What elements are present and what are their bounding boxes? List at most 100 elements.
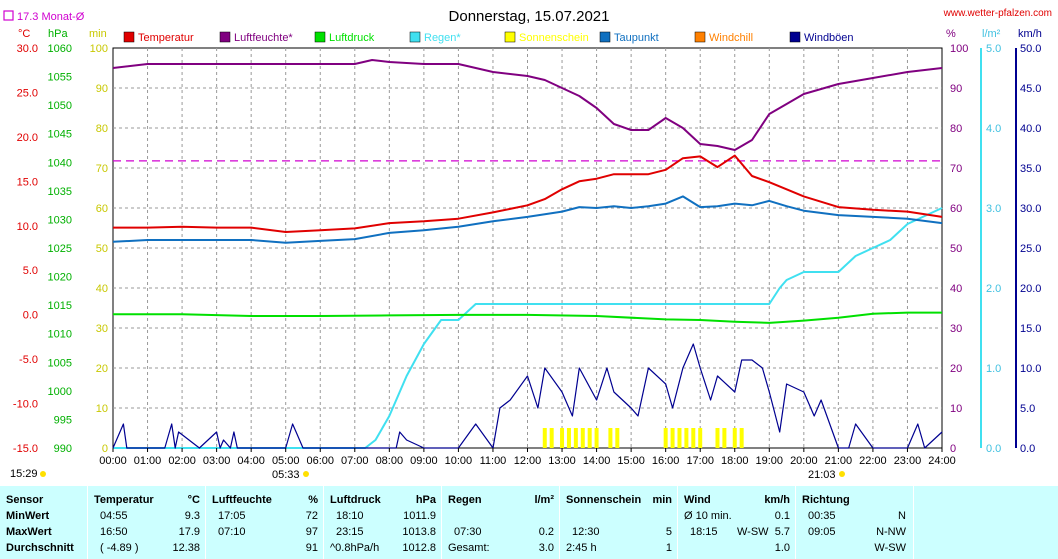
legend-label-taupunkt: Taupunkt xyxy=(614,32,659,44)
unit-celsius: °C xyxy=(18,28,30,40)
tick-label-hpa: 1030 xyxy=(48,214,72,226)
tick-label-celsius: 20.0 xyxy=(17,132,38,144)
stats-row-max: MaxWert xyxy=(6,526,52,538)
tick-label-hpa: 1000 xyxy=(48,386,72,398)
tick-label-time: 13:00 xyxy=(548,455,576,467)
wind-avg-value: 1.0 xyxy=(774,542,790,554)
tick-label-min: 30 xyxy=(96,323,108,335)
press-min-value: 1011.9 xyxy=(403,510,436,522)
hum-max-value: 97 xyxy=(305,526,318,538)
tick-label-time: 01:00 xyxy=(134,455,162,467)
dir-max-time: 09:05 xyxy=(808,526,836,538)
tick-label-time: 11:00 xyxy=(480,455,507,467)
tick-label-percent: 100 xyxy=(950,43,968,55)
tick-label-percent: 80 xyxy=(950,123,962,135)
stats-header-rain: Regen xyxy=(448,494,482,506)
tick-label-rain: 3.0 xyxy=(986,203,1001,215)
tick-label-time: 23:00 xyxy=(894,455,922,467)
tick-label-min: 40 xyxy=(96,283,108,295)
tick-label-time: 16:00 xyxy=(652,455,680,467)
legend-swatch-luftdruck xyxy=(314,31,326,43)
tick-label-time: 10:00 xyxy=(445,455,473,467)
stats-header-sun: Sonnenschein xyxy=(566,494,642,506)
series-line-temperatur xyxy=(113,154,943,233)
sunshine-bar xyxy=(587,428,592,448)
sunshine-bar xyxy=(615,428,620,448)
legend-swatch-sonnenschein xyxy=(504,31,516,43)
sunrise-time: 05:33 xyxy=(272,469,300,481)
tick-label-celsius: 25.0 xyxy=(17,87,38,99)
sunshine-bar xyxy=(566,428,571,448)
sunshine-bar xyxy=(722,428,727,448)
sunshine-bar xyxy=(739,428,744,448)
tick-label-time: 21:00 xyxy=(825,455,853,467)
tick-label-kmh: 25.0 xyxy=(1020,243,1041,255)
tick-label-rain: 2.0 xyxy=(986,283,1001,295)
hum-min-value: 72 xyxy=(305,510,318,522)
tick-label-time: 20:00 xyxy=(790,455,818,467)
tick-label-time: 17:00 xyxy=(686,455,714,467)
wind-max-dir: W-SW xyxy=(737,526,769,538)
tick-label-hpa: 1020 xyxy=(48,272,72,284)
tick-label-rain: 5.0 xyxy=(986,43,1001,55)
monthly-avg-label: 17.3 Monat-Ø xyxy=(17,11,85,23)
tick-label-min: 20 xyxy=(96,363,108,375)
tick-label-time: 22:00 xyxy=(859,455,887,467)
stats-header-pressure: Luftdruck xyxy=(330,494,381,506)
tick-label-percent: 90 xyxy=(950,83,962,95)
series-line-luftdruck xyxy=(113,311,942,324)
temp-min-value: 9.3 xyxy=(184,510,200,522)
sunshine-bar xyxy=(663,428,668,448)
tick-label-celsius: 30.0 xyxy=(17,43,38,55)
temp-max-time: 16:50 xyxy=(100,526,128,538)
sunshine-bar xyxy=(670,428,675,448)
tick-label-kmh: 50.0 xyxy=(1020,43,1041,55)
sunshine-bar xyxy=(542,428,547,448)
legend-label-regen: Regen* xyxy=(424,32,461,44)
current-time: 15:29 xyxy=(10,468,38,480)
tick-label-kmh: 10.0 xyxy=(1020,363,1041,375)
tick-label-min: 100 xyxy=(90,43,108,55)
legend-label-luftfeuchte: Luftfeuchte* xyxy=(234,32,293,44)
stats-table: Sensor MinWert MaxWert Durchschnitt Temp… xyxy=(0,486,1058,559)
tick-label-hpa: 1060 xyxy=(48,43,72,55)
tick-label-min: 80 xyxy=(96,123,108,135)
sun-icon xyxy=(40,471,46,477)
tick-label-time: 02:00 xyxy=(168,455,196,467)
legend-swatch-taupunkt xyxy=(599,31,611,43)
legend-label-windchill: Windchill xyxy=(709,32,753,44)
tick-label-kmh: 35.0 xyxy=(1020,163,1041,175)
tick-label-time: 03:00 xyxy=(203,455,231,467)
tick-label-time: 04:00 xyxy=(237,455,265,467)
tick-label-hpa: 1040 xyxy=(48,157,72,169)
tick-label-rain: 4.0 xyxy=(986,123,1001,135)
sunrise-icon xyxy=(303,471,309,477)
temp-avg-value: 12.38 xyxy=(172,542,200,554)
site-url: www.wetter-pfalzen.com xyxy=(943,8,1052,19)
tick-label-kmh: 0.0 xyxy=(1020,443,1035,455)
legend: Temperatur Luftfeuchte* Luftdruck Regen* Son… xyxy=(123,31,854,44)
tick-label-time: 08:00 xyxy=(376,455,404,467)
stats-header-sensor: Sensor xyxy=(6,494,44,506)
unit-percent: % xyxy=(946,28,956,40)
press-min-time: 18:10 xyxy=(336,510,364,522)
stats-unit-wind: km/h xyxy=(764,494,790,506)
press-trend: ^0.8hPa/h xyxy=(330,542,380,554)
stats-unit-rain: l/m² xyxy=(534,494,554,506)
unit-hpa: hPa xyxy=(48,28,68,40)
stats-unit-pressure: hPa xyxy=(415,494,436,506)
legend-swatch-temperatur xyxy=(123,31,135,43)
tick-label-time: 09:00 xyxy=(410,455,438,467)
stats-header-humidity: Luftfeuchte xyxy=(212,494,272,506)
legend-swatch-regen xyxy=(409,31,421,43)
tick-label-kmh: 45.0 xyxy=(1020,83,1041,95)
tick-label-min: 70 xyxy=(96,163,108,175)
hum-min-time: 17:05 xyxy=(218,510,246,522)
sunshine-bar xyxy=(732,428,737,448)
hum-max-time: 07:10 xyxy=(218,526,246,538)
axes-layer: 30.0 25.0 20.0 15.0 10.0 5.0 0.0 -5.0 -10.0 -15.0… xyxy=(13,43,1042,467)
tick-label-min: 0 xyxy=(102,443,108,455)
tick-label-min: 10 xyxy=(96,403,108,415)
temp-max-value: 17.9 xyxy=(178,526,200,538)
series-layer xyxy=(112,59,943,449)
